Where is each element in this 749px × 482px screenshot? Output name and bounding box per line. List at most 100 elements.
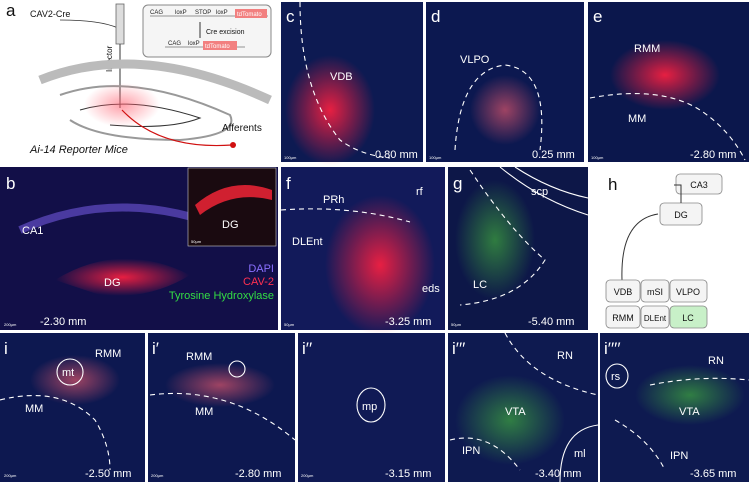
region-label: RN — [708, 355, 724, 367]
injector — [115, 3, 125, 45]
label: Afferents — [222, 123, 262, 134]
panel-i-quad-prime: i′′′′ rs RN VTA IPN -3.65 mm — [600, 333, 749, 482]
label: loxP — [188, 41, 200, 47]
label: Injector — [105, 45, 114, 72]
region-label: VTA — [679, 406, 700, 418]
boundary — [614, 419, 666, 471]
arrow — [621, 213, 659, 281]
panel-i-prime: i′ RMM MM -2.80 mm 200µm — [148, 333, 296, 482]
signal — [610, 40, 720, 110]
boundary — [649, 377, 749, 386]
region-label: DLEnt — [292, 236, 323, 248]
panel-h: h CA3 DG VDB mSI VLPO RMM DLEnt LC — [605, 173, 723, 329]
panel-a: a CAV2-Cre Injector CAG loxP STOP loxP t… — [6, 1, 272, 156]
coordinate: -3.65 mm — [690, 468, 736, 480]
node — [605, 279, 641, 303]
region-label: IPN — [670, 450, 688, 462]
boundary — [299, 1, 391, 159]
signal — [635, 365, 745, 425]
panel-label: f — [286, 174, 291, 193]
node-label: CA3 — [690, 180, 708, 190]
label: CAG — [168, 41, 181, 47]
panel-label: c — [286, 7, 295, 26]
node — [675, 173, 723, 195]
coordinate: -2.80 mm — [235, 468, 281, 480]
signal — [455, 180, 535, 300]
scale-bar: 200µm — [301, 473, 314, 478]
region-label: mp — [362, 401, 377, 413]
region-label: LC — [473, 279, 487, 291]
legend-entry: CAV-2 — [243, 276, 274, 288]
coordinate: 0.25 mm — [532, 149, 575, 161]
boundary — [0, 394, 111, 471]
boundary — [149, 392, 296, 441]
coordinate: -2.50 mm — [85, 468, 131, 480]
scale-bar: 200µm — [4, 473, 17, 478]
node-label: DG — [674, 210, 688, 220]
signal — [165, 363, 275, 407]
node — [605, 305, 641, 329]
region-label: MM — [25, 403, 43, 415]
injection-site — [84, 83, 160, 127]
outline — [228, 360, 246, 378]
node-label: RMM — [612, 313, 634, 323]
dg-signal — [55, 258, 190, 296]
afferent-path — [121, 109, 233, 147]
panel-label: g — [453, 174, 462, 193]
signal — [325, 195, 435, 335]
inset-signal — [195, 185, 272, 215]
coordinate: -3.40 mm — [535, 468, 581, 480]
scale-bar: 50µm — [191, 239, 202, 244]
region-label: IPN — [462, 445, 480, 457]
label: CAG — [150, 10, 163, 16]
scale-bar: 200µm — [4, 322, 17, 327]
boundary — [459, 169, 546, 306]
region-label: RMM — [95, 348, 121, 360]
region-label: VTA — [505, 406, 526, 418]
panel-label: i′′′ — [452, 339, 465, 358]
panel-c: c VDB 0.80 mm 100µm — [281, 1, 423, 165]
coordinate: -2.80 mm — [690, 149, 736, 161]
boundary — [514, 166, 589, 199]
region-label: mt — [62, 367, 74, 379]
region-label: RMM — [186, 351, 212, 363]
boundary — [499, 166, 589, 216]
inset-label: DG — [222, 219, 239, 231]
panel-label: i′′′′ — [604, 339, 621, 358]
panel-e: e RMM MM -2.80 mm 100µm — [588, 2, 749, 162]
panel-label: b — [6, 174, 15, 193]
node — [669, 305, 708, 329]
brain-outline — [38, 59, 272, 105]
node-label: mSI — [647, 287, 663, 297]
panel-i: i mt RMM MM -2.50 mm 200µm — [0, 333, 145, 482]
node-label: VLPO — [676, 287, 700, 297]
node-label: VDB — [614, 287, 633, 297]
boundary — [504, 332, 599, 396]
outline — [559, 424, 599, 482]
boundary — [589, 93, 746, 161]
boundary — [280, 208, 411, 223]
region-label: scp — [531, 186, 548, 198]
panel-b: b CA1 DG -2.30 mm DG 50µm DAPI CAV-2 Tyr… — [0, 167, 278, 330]
legend-entry: Tyrosine Hydroxylase — [169, 290, 274, 302]
legend-entry: DAPI — [248, 263, 274, 275]
label: CAV2-Cre — [30, 9, 70, 19]
coordinate: -5.40 mm — [528, 316, 574, 328]
node — [669, 279, 708, 303]
region-label: DG — [104, 277, 121, 289]
signal — [455, 375, 565, 465]
arrow — [674, 184, 682, 203]
signal — [285, 55, 375, 165]
afferent-cell — [230, 142, 236, 148]
tdtomato-box — [203, 41, 237, 50]
region-label: MM — [628, 113, 646, 125]
scale-bar: 100µm — [284, 155, 297, 160]
signal — [30, 355, 120, 405]
panel-label: a — [6, 1, 16, 20]
region-label: PRh — [323, 194, 344, 206]
node-label: LC — [682, 313, 694, 323]
micrograph — [298, 333, 445, 482]
